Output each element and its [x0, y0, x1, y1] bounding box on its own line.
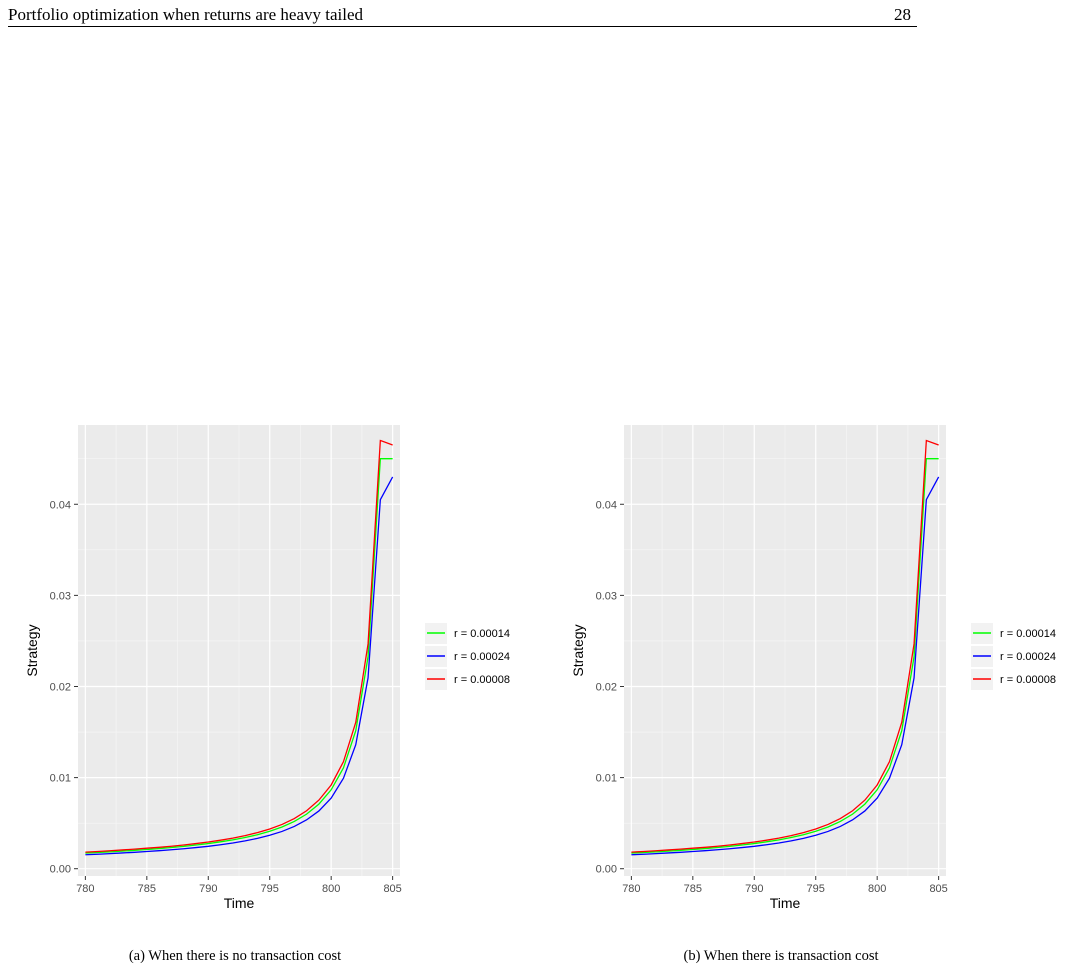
series-line-2 — [631, 439, 939, 853]
x-tick-label: 780 — [622, 883, 640, 895]
x-tick-label: 800 — [868, 883, 886, 895]
caption-b: (b) When there is transaction cost — [683, 948, 879, 964]
y-tick-label: 0.00 — [596, 864, 617, 876]
y-tick-label: 0.03 — [596, 590, 617, 602]
x-tick-label: 805 — [383, 883, 401, 895]
series-line-1 — [631, 476, 940, 856]
legend-label: r = 0.00008 — [454, 674, 510, 686]
y-tick-label: 0.04 — [50, 499, 71, 511]
series-line-0 — [631, 458, 939, 854]
chart-0: 780 785 790 795 800 805 0.00 0.01 0.02 0.03 0.04 Ti… — [24, 425, 510, 911]
x-tick-label: 790 — [745, 883, 763, 895]
y-tick-label: 0.03 — [50, 590, 71, 602]
y-tick-label: 0.02 — [596, 681, 617, 693]
y-tick-label: 0.01 — [50, 773, 71, 785]
x-tick-label: 780 — [76, 883, 94, 895]
x-tick-label: 790 — [199, 883, 217, 895]
legend: r = 0.00014 r = 0.00024 r = 0.00008 — [971, 623, 1056, 690]
figure-panel-b: 780 785 790 795 800 805 0.00 0.01 0.02 0.03 0.04 Ti… — [566, 415, 1072, 915]
page-number: 28 — [894, 5, 911, 24]
x-tick-label: 795 — [807, 883, 825, 895]
y-axis-label: Strategy — [570, 624, 586, 676]
legend-label: r = 0.00014 — [1000, 628, 1056, 640]
y-tick-label: 0.04 — [596, 499, 617, 511]
x-tick-label: 800 — [322, 883, 340, 895]
legend-label: r = 0.00024 — [454, 651, 510, 663]
legend-label: r = 0.00014 — [454, 628, 510, 640]
figure-panel-a: 780 785 790 795 800 805 0.00 0.01 0.02 0.03 0.04 Ti… — [20, 415, 560, 915]
x-tick-label: 785 — [138, 883, 156, 895]
series-line-1 — [85, 476, 394, 856]
legend: r = 0.00014 r = 0.00024 r = 0.00008 — [425, 623, 510, 690]
legend-label: r = 0.00024 — [1000, 651, 1056, 663]
caption-a: (a) When there is no transaction cost — [128, 948, 342, 964]
y-tick-label: 0.02 — [50, 681, 71, 693]
series-line-2 — [85, 439, 393, 853]
series-line-0 — [85, 458, 393, 854]
y-axis-label: Strategy — [24, 624, 40, 676]
x-axis-label: Time — [770, 895, 801, 911]
y-tick-label: 0.01 — [596, 773, 617, 785]
x-tick-label: 805 — [929, 883, 947, 895]
x-tick-label: 785 — [684, 883, 702, 895]
y-tick-label: 0.00 — [50, 864, 71, 876]
running-title: Portfolio optimization when returns are … — [8, 5, 364, 24]
running-head: Portfolio optimization when returns are … — [8, 4, 917, 27]
legend-label: r = 0.00008 — [1000, 674, 1056, 686]
chart-1: 780 785 790 795 800 805 0.00 0.01 0.02 0.03 0.04 Ti… — [570, 425, 1056, 911]
x-tick-label: 795 — [261, 883, 279, 895]
x-axis-label: Time — [224, 895, 255, 911]
